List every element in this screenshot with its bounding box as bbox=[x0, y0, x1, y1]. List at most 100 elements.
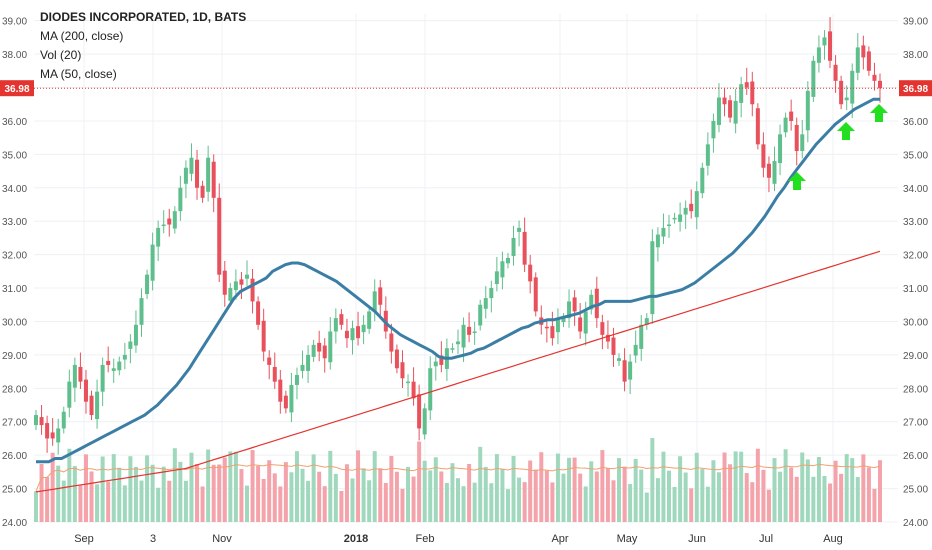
x-tick-label: 2018 bbox=[344, 533, 368, 545]
y-tick-label: 24.00 bbox=[903, 518, 928, 529]
volume-bar bbox=[622, 466, 627, 522]
volume-bar bbox=[444, 482, 449, 522]
y-tick-label: 35.00 bbox=[2, 150, 27, 161]
volume-bar bbox=[228, 451, 233, 522]
volume-bar bbox=[783, 449, 788, 522]
candle-body bbox=[83, 379, 88, 402]
volume-bar bbox=[172, 448, 177, 522]
candle-body bbox=[428, 368, 433, 411]
candle-body bbox=[467, 326, 472, 335]
volume-bar bbox=[822, 476, 827, 522]
candle-body bbox=[605, 334, 610, 342]
volume-bar bbox=[594, 471, 599, 522]
volume-bar bbox=[705, 486, 710, 522]
volume-bar bbox=[778, 471, 783, 522]
candle-body bbox=[500, 261, 505, 278]
x-tick-label: 3 bbox=[150, 533, 156, 545]
candle-body bbox=[561, 318, 566, 323]
candle-body bbox=[306, 354, 311, 371]
volume-bar bbox=[322, 486, 327, 522]
volume-bar bbox=[145, 455, 150, 522]
volume-bar bbox=[611, 480, 616, 522]
x-tick-label: Nov bbox=[212, 533, 232, 545]
candle-body bbox=[650, 241, 655, 315]
candle-body bbox=[572, 297, 577, 312]
volume-bar bbox=[72, 466, 77, 522]
volume-bar bbox=[716, 472, 721, 522]
volume-bar bbox=[683, 472, 688, 522]
candle-body bbox=[672, 217, 677, 220]
candle-body bbox=[195, 159, 200, 188]
y-tick-label: 28.00 bbox=[903, 384, 928, 395]
volume-bar bbox=[617, 458, 622, 522]
up-arrow-icon bbox=[788, 172, 806, 190]
candle-body bbox=[417, 394, 422, 429]
y-tick-label: 38.00 bbox=[2, 50, 27, 61]
candle-body bbox=[89, 395, 94, 416]
candle-body bbox=[322, 345, 327, 359]
volume-bar bbox=[517, 477, 522, 522]
volume-bar bbox=[211, 464, 216, 522]
legend-ma50: MA (50, close) bbox=[40, 67, 117, 81]
candle-body bbox=[439, 355, 444, 365]
candle-body bbox=[283, 395, 288, 409]
candle-body bbox=[667, 224, 671, 227]
candle-body bbox=[622, 360, 627, 382]
last-price-label-bg bbox=[0, 80, 34, 97]
candle-body bbox=[878, 80, 882, 89]
candle-body bbox=[839, 80, 844, 105]
candle-body bbox=[239, 279, 244, 285]
volume-bar bbox=[150, 464, 155, 522]
y-tick-label: 28.00 bbox=[2, 384, 27, 395]
last-price-labels: 36.98 36.98 bbox=[0, 80, 932, 97]
volume-bar bbox=[183, 480, 188, 522]
volume-bar bbox=[555, 453, 560, 522]
y-tick-label: 36.00 bbox=[903, 117, 928, 128]
y-tick-label: 26.00 bbox=[903, 451, 928, 462]
volume-bar bbox=[828, 483, 833, 522]
volume-bar bbox=[522, 482, 527, 522]
volume-bar bbox=[411, 476, 416, 522]
candle-body bbox=[206, 157, 211, 192]
candle-body bbox=[783, 117, 788, 133]
candle-body bbox=[394, 349, 399, 369]
volume-bar bbox=[572, 457, 577, 522]
volume-bar bbox=[67, 448, 72, 522]
volume-bar bbox=[589, 461, 594, 522]
legend-title: DIODES INCORPORATED, 1D, BATS bbox=[40, 10, 247, 24]
candle-body bbox=[150, 244, 155, 281]
volume-bar bbox=[766, 489, 771, 522]
volume-ma-line bbox=[35, 463, 881, 492]
volume-bar bbox=[294, 451, 299, 522]
candle-body bbox=[661, 227, 666, 237]
candle-body bbox=[333, 318, 338, 332]
last-price-label-bg bbox=[899, 80, 932, 97]
candle-body bbox=[294, 374, 299, 385]
candle-body bbox=[800, 134, 805, 152]
legend-vol: Vol (20) bbox=[40, 48, 82, 62]
volume-bar bbox=[650, 438, 655, 522]
volume-bar bbox=[106, 481, 111, 522]
volume-bar bbox=[34, 491, 38, 522]
y-tick-label: 39.00 bbox=[2, 17, 27, 28]
volume-bar bbox=[750, 482, 755, 522]
candle-body bbox=[422, 408, 427, 435]
volume-bar bbox=[505, 489, 510, 522]
candle-body bbox=[639, 324, 644, 349]
candle-body bbox=[600, 322, 605, 335]
candle-body bbox=[406, 381, 411, 384]
candle-body bbox=[183, 167, 188, 184]
y-tick-label: 29.00 bbox=[2, 351, 27, 362]
y-tick-label: 30.00 bbox=[2, 317, 27, 328]
candle-body bbox=[289, 384, 294, 413]
candle-body bbox=[728, 100, 733, 118]
candle-body bbox=[689, 203, 694, 212]
volume-bar bbox=[689, 488, 694, 522]
candle-body bbox=[245, 274, 249, 279]
candle-body bbox=[261, 320, 266, 352]
volume-bar bbox=[500, 468, 505, 522]
candle-body bbox=[56, 428, 61, 443]
candle-body bbox=[278, 379, 283, 402]
candle-body bbox=[328, 331, 333, 363]
candle-body bbox=[517, 227, 522, 232]
